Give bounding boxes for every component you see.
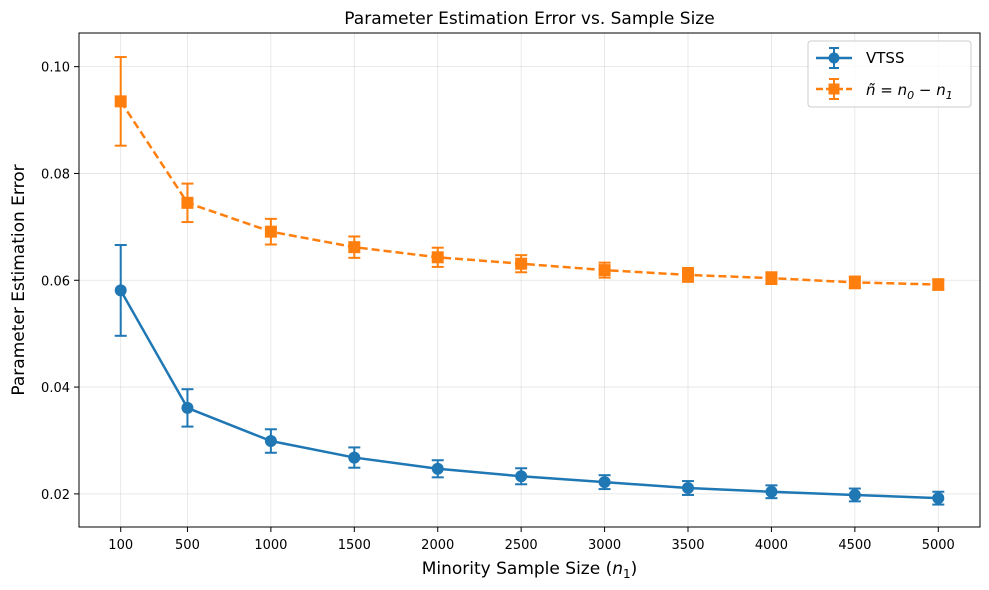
x-tick-label: 2500 [505, 538, 538, 553]
legend-label-ntilde-main: ñ = n [866, 81, 907, 99]
legend-label-ntilde-mid: − n [914, 81, 946, 99]
legend-entry-vtss: VTSS [816, 47, 904, 69]
data-point [848, 276, 861, 289]
x-tick-label: 5000 [922, 538, 955, 553]
x-tick-label: 1000 [254, 538, 287, 553]
x-axis-title-text: Minority Sample Size [422, 559, 600, 579]
x-tick-label: 3000 [588, 538, 621, 553]
data-point [515, 470, 528, 483]
x-tick-label: 2000 [421, 538, 454, 553]
legend-entry-ntilde: ñ = n0 − n1 [816, 78, 953, 102]
data-point [598, 476, 611, 489]
data-point [181, 196, 194, 209]
data-point [682, 268, 695, 281]
y-tick-label: 0.08 [41, 167, 70, 182]
data-point [515, 257, 528, 270]
y-tick-label: 0.04 [41, 381, 70, 396]
y-axis-title: Parameter Estimation Error [9, 164, 29, 395]
data-point [264, 435, 277, 448]
data-point [932, 278, 945, 291]
series-1 [114, 56, 945, 291]
data-point [682, 482, 695, 495]
data-point [765, 485, 778, 498]
x-tick-label: 500 [175, 538, 200, 553]
data-point [114, 284, 127, 297]
x-tick-label: 100 [108, 538, 133, 553]
data-point [598, 264, 611, 277]
data-point [431, 462, 444, 475]
series-0 [114, 244, 945, 506]
legend: VTSS ñ = n0 − n1 [807, 40, 972, 108]
x-axis-title-subscript: 1 [623, 567, 631, 581]
chart-title: Parameter Estimation Error vs. Sample Si… [344, 9, 714, 29]
data-point [348, 241, 361, 254]
data-point [932, 492, 945, 505]
y-tick-label: 0.10 [41, 61, 70, 76]
x-tick-label: 3500 [671, 538, 704, 553]
x-tick-label: 1500 [338, 538, 371, 553]
legend-label-vtss: VTSS [866, 49, 904, 67]
legend-label-ntilde-sub1: 1 [946, 89, 953, 102]
y-tick-label: 0.06 [41, 274, 70, 289]
legend-label-ntilde-sub0: 0 [907, 89, 914, 102]
y-tick-label: 0.02 [41, 488, 70, 503]
data-point [264, 225, 277, 238]
x-tick-label: 4500 [838, 538, 871, 553]
data-point [848, 488, 861, 501]
legend-marker-vtss [828, 52, 840, 64]
legend-label-ntilde: ñ = n0 − n1 [866, 81, 953, 102]
data-point [431, 251, 444, 264]
series-layer [114, 56, 945, 506]
data-point [114, 95, 127, 108]
data-point [348, 451, 361, 464]
y-axis: 0.02 0.04 0.06 0.08 0.10 [41, 61, 79, 503]
legend-marker-ntilde [828, 83, 840, 95]
x-tick-label: 4000 [755, 538, 788, 553]
x-axis: 100 500 1000 1500 2000 2500 3000 3500 4000 4500 50… [108, 527, 955, 553]
x-axis-title: Minority Sample Size (n1) [422, 559, 638, 581]
data-point [765, 272, 778, 285]
data-point [181, 401, 194, 414]
